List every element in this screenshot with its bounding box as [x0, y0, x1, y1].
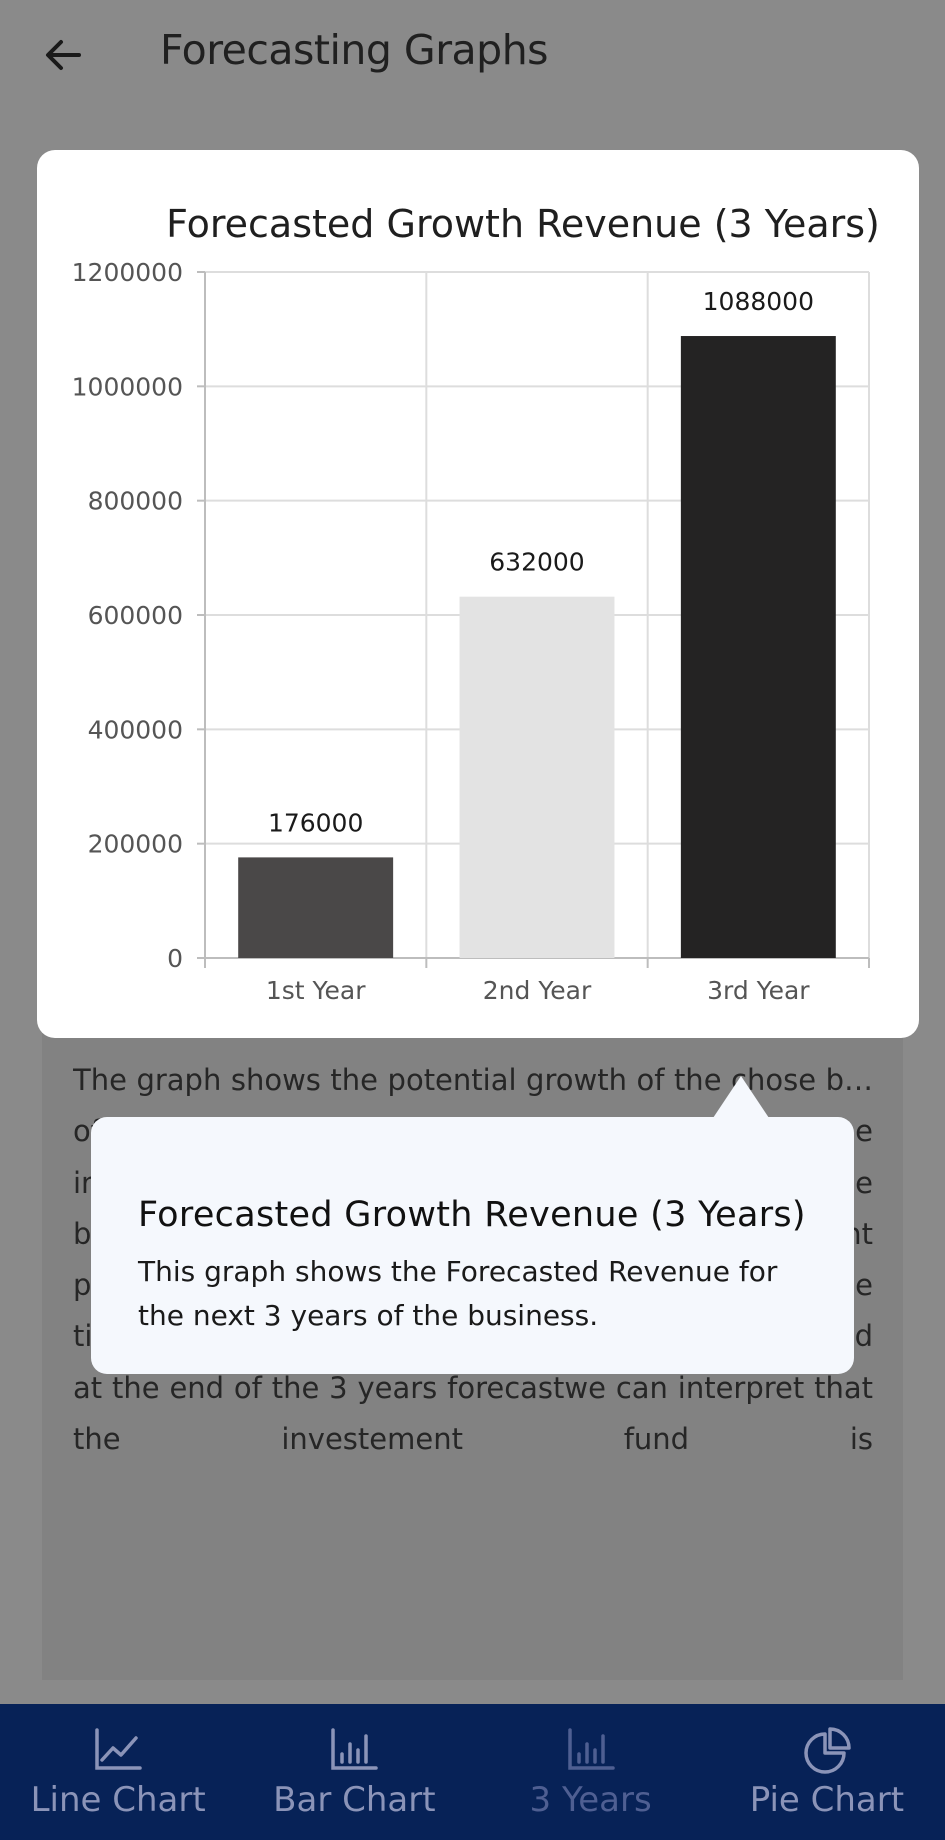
y-tick-label: 400000	[88, 715, 183, 744]
arrow-left-icon	[46, 40, 81, 70]
x-tick-label: 1st Year	[266, 976, 366, 1005]
tooltip-title: Forecasted Growth Revenue (3 Years)	[138, 1195, 806, 1235]
nav-label-3-years: 3 Years	[529, 1780, 652, 1820]
nav-label-bar-chart: Bar Chart	[273, 1780, 436, 1820]
chart-card: Forecasted Growth Revenue (3 Years) 0 2000…	[37, 150, 919, 1038]
bottom-navigation: Line Chart Bar Chart 3 Years Pie Chart	[0, 1704, 945, 1840]
bar	[238, 857, 394, 958]
x-tick-label: 3rd Year	[707, 976, 810, 1005]
bar-chart: Forecasted Growth Revenue (3 Years) 0 2000…	[72, 202, 880, 1005]
line-chart-icon	[95, 1728, 142, 1770]
bar	[680, 336, 836, 958]
bar-data-label: 1088000	[703, 287, 814, 316]
x-tick-label: 2nd Year	[483, 976, 592, 1005]
chart-title: Forecasted Growth Revenue (3 Years)	[166, 202, 880, 246]
nav-label-line-chart: Line Chart	[30, 1780, 206, 1820]
nav-bar-chart[interactable]: Bar Chart	[236, 1704, 472, 1840]
page-title: Forecasting Graphs	[160, 26, 549, 74]
bar-data-label: 176000	[268, 808, 363, 837]
tooltip-body: This graph shows the Forecasted Revenue …	[138, 1255, 778, 1332]
app-header: Forecasting Graphs	[0, 0, 945, 110]
y-tick-label: 1000000	[72, 372, 183, 401]
nav-pie-chart[interactable]: Pie Chart	[709, 1704, 945, 1840]
bar-data-label: 632000	[489, 548, 584, 577]
y-tick-label: 800000	[88, 487, 183, 516]
nav-label-pie-chart: Pie Chart	[749, 1780, 905, 1820]
back-button[interactable]	[38, 30, 88, 80]
bar-chart-icon	[331, 1728, 379, 1770]
info-tooltip[interactable]: Forecasted Growth Revenue (3 Years) This…	[91, 1117, 854, 1374]
y-tick-label: 200000	[88, 830, 183, 859]
nav-3-years[interactable]: 3 Years	[473, 1704, 709, 1840]
bar	[459, 596, 615, 958]
tooltip-arrow	[713, 1076, 769, 1118]
y-tick-label: 0	[167, 944, 183, 973]
nav-line-chart[interactable]: Line Chart	[0, 1704, 236, 1840]
pie-chart-icon	[804, 1727, 851, 1774]
y-tick-label: 600000	[88, 601, 183, 630]
y-tick-label: 1200000	[72, 258, 183, 287]
bar-chart-icon	[567, 1728, 615, 1770]
